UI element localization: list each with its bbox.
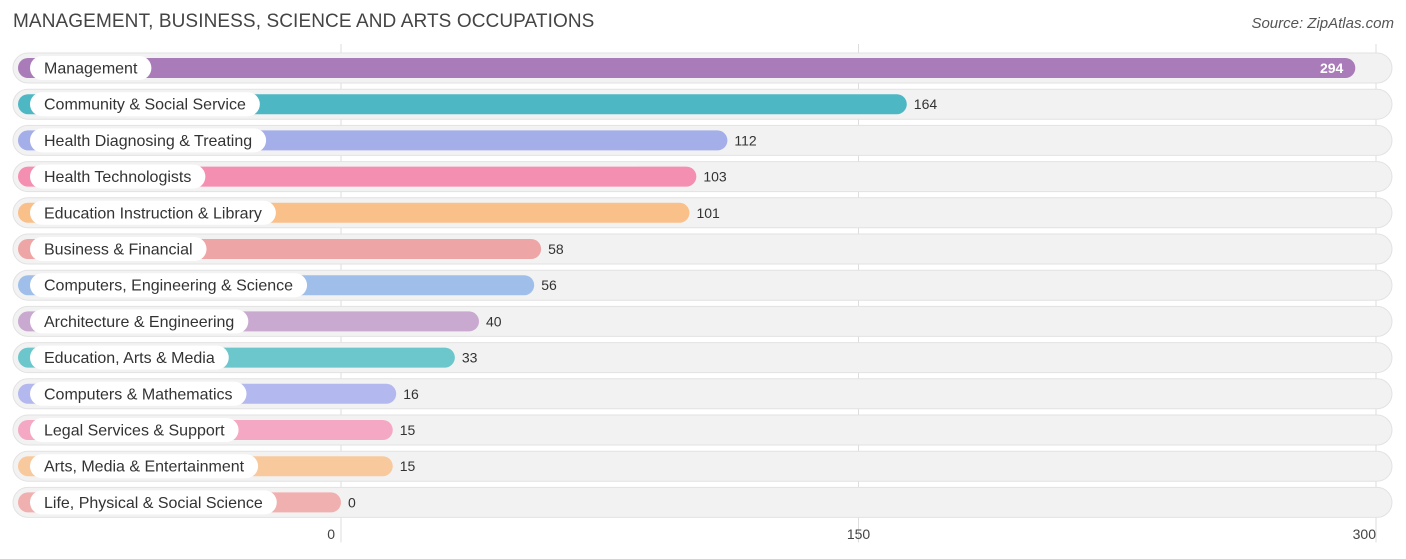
value-label: 56 [541,277,557,293]
category-label-pill [30,345,229,370]
category-label: Education Instruction & Library [44,205,262,222]
category-label: Computers, Engineering & Science [44,278,293,295]
category-label: Health Technologists [44,169,191,186]
x-tick-label: 150 [847,526,871,542]
chart-title: MANAGEMENT, BUSINESS, SCIENCE AND ARTS O… [13,11,595,32]
category-label-pill [30,128,267,153]
source-credit: Source: ZipAtlas.com [1251,15,1394,32]
value-label: 15 [400,458,416,474]
value-label: 16 [403,386,419,402]
x-tick-label: 300 [1353,526,1377,542]
value-label: 164 [914,96,938,112]
category-label-pill [30,490,277,515]
category-label-pill [30,454,259,479]
value-label: 40 [486,313,502,329]
category-label-pill [30,92,260,117]
category-label-pill [30,381,247,406]
bar [18,58,1356,78]
category-label: Arts, Media & Entertainment [44,459,245,476]
row-background [12,486,1393,518]
value-label: 101 [696,205,720,221]
rows-layer: Management 294 Community & Social Service 1… [12,52,1393,518]
category-label: Education, Arts & Media [44,350,215,367]
value-label: 0 [348,494,356,510]
category-label: Legal Services & Support [44,423,225,440]
category-label-pill [30,200,276,225]
category-label: Health Diagnosing & Treating [44,133,252,150]
value-label: 58 [548,241,564,257]
category-label: Community & Social Service [44,97,246,114]
category-label-pill [30,418,239,442]
value-label: 15 [400,422,416,438]
category-label: Management [44,61,138,78]
x-axis: 0 150 300 [327,526,1376,542]
value-label: 33 [462,350,478,366]
category-label: Life, Physical & Social Science [44,495,263,512]
category-label-pill [30,309,249,334]
value-label: 112 [734,132,757,148]
category-label: Architecture & Engineering [44,314,234,331]
category-label: Business & Financial [44,242,193,259]
value-label: 103 [703,169,727,185]
category-label-pill [30,56,152,80]
category-label-pill [30,164,206,189]
category-label: Computers & Mathematics [44,386,233,403]
x-tick-label: 0 [327,526,335,542]
category-label-pill [30,273,308,298]
value-label: 294 [1320,60,1344,76]
category-label-pill [30,237,207,261]
